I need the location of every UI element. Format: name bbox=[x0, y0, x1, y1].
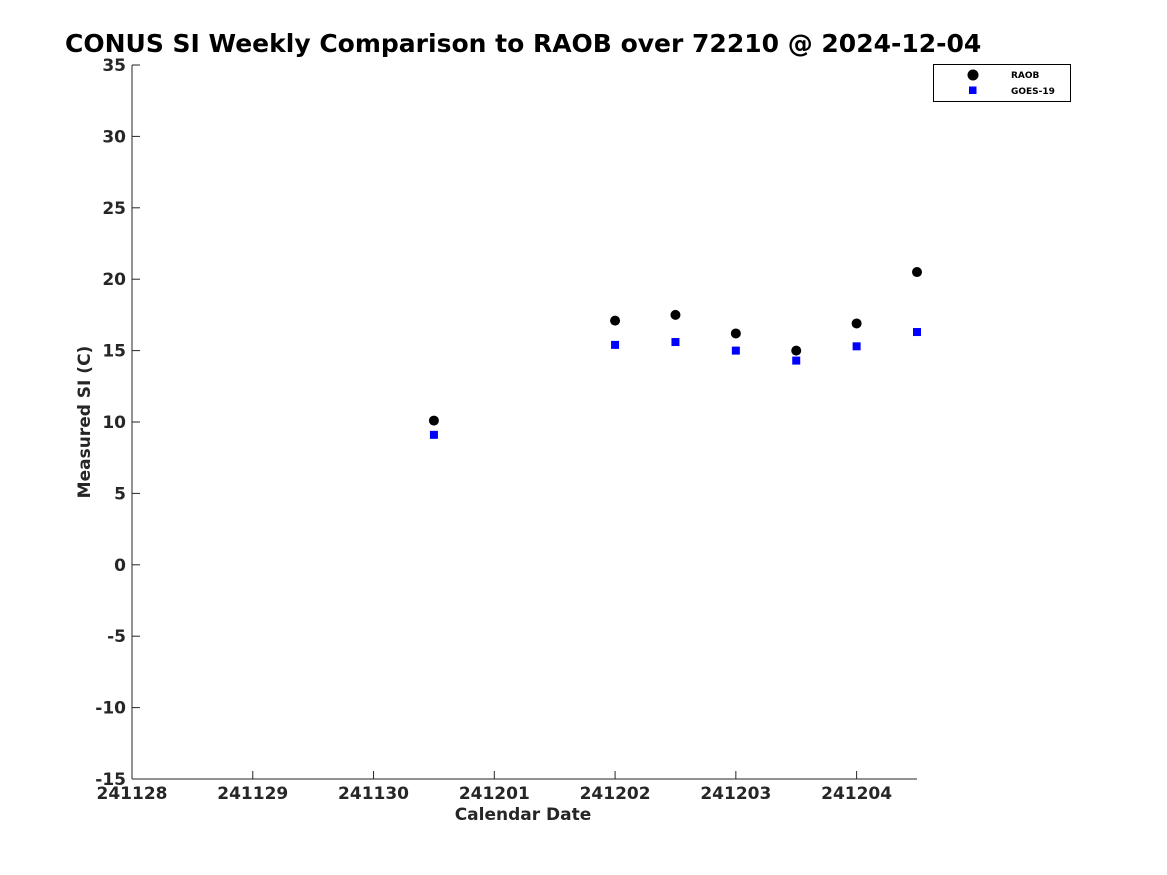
x-axis-label: Calendar Date bbox=[455, 805, 592, 825]
goes-19-point bbox=[611, 340, 620, 349]
raob-point bbox=[791, 345, 802, 356]
legend-goes-label: GOES-19 bbox=[1011, 87, 1055, 97]
legend-raob-marker bbox=[967, 69, 979, 81]
raob-point bbox=[428, 415, 439, 426]
y-tick-label: -5 bbox=[107, 627, 126, 647]
y-tick-label: -15 bbox=[95, 770, 126, 790]
y-tick-label: 20 bbox=[102, 270, 126, 290]
raob-point bbox=[912, 267, 922, 278]
x-tick-label: 241130 bbox=[338, 784, 409, 804]
legend: RAOB GOES-19 bbox=[933, 64, 1071, 102]
y-axis-label: Measured SI (C) bbox=[75, 346, 95, 499]
legend-box bbox=[933, 64, 1071, 102]
x-tick-label: 241203 bbox=[700, 784, 771, 804]
goes-19-point bbox=[792, 356, 801, 365]
y-tick-label: -10 bbox=[95, 699, 126, 719]
x-tick-label: 241202 bbox=[580, 784, 651, 804]
raob-point bbox=[610, 315, 621, 326]
x-ticks: 241128 241129 241130 241201 241202 241203 2412… bbox=[97, 771, 892, 804]
y-tick-label: 15 bbox=[102, 342, 126, 362]
chart-title: CONUS SI Weekly Comparison to RAOB over … bbox=[65, 29, 981, 58]
legend-goes-marker bbox=[969, 86, 977, 94]
data-points bbox=[428, 267, 922, 439]
y-tick-label: 30 bbox=[102, 127, 126, 147]
axes bbox=[131, 65, 917, 780]
goes-19-point bbox=[671, 338, 680, 347]
x-tick-label: 241204 bbox=[821, 784, 892, 804]
y-tick-label: 10 bbox=[102, 413, 126, 433]
raob-point bbox=[851, 318, 862, 329]
y-tick-label: 5 bbox=[114, 484, 126, 504]
goes-19-point bbox=[731, 346, 740, 355]
goes-19-point bbox=[429, 430, 438, 439]
y-tick-label: 0 bbox=[114, 556, 126, 576]
y-tick-label: 35 bbox=[102, 56, 126, 76]
y-tick-label: 25 bbox=[102, 199, 126, 219]
legend-raob-label: RAOB bbox=[1011, 71, 1040, 81]
raob-point bbox=[730, 328, 741, 339]
x-tick-label: 241201 bbox=[459, 784, 530, 804]
raob-point bbox=[670, 309, 681, 320]
y-ticks: 35 30 25 20 15 10 5 0 -5 -10 -15 bbox=[95, 56, 140, 790]
x-tick-label: 241128 bbox=[97, 784, 168, 804]
x-tick-label: 241129 bbox=[217, 784, 288, 804]
goes-19-point bbox=[852, 342, 861, 351]
goes-19-point bbox=[913, 328, 921, 337]
